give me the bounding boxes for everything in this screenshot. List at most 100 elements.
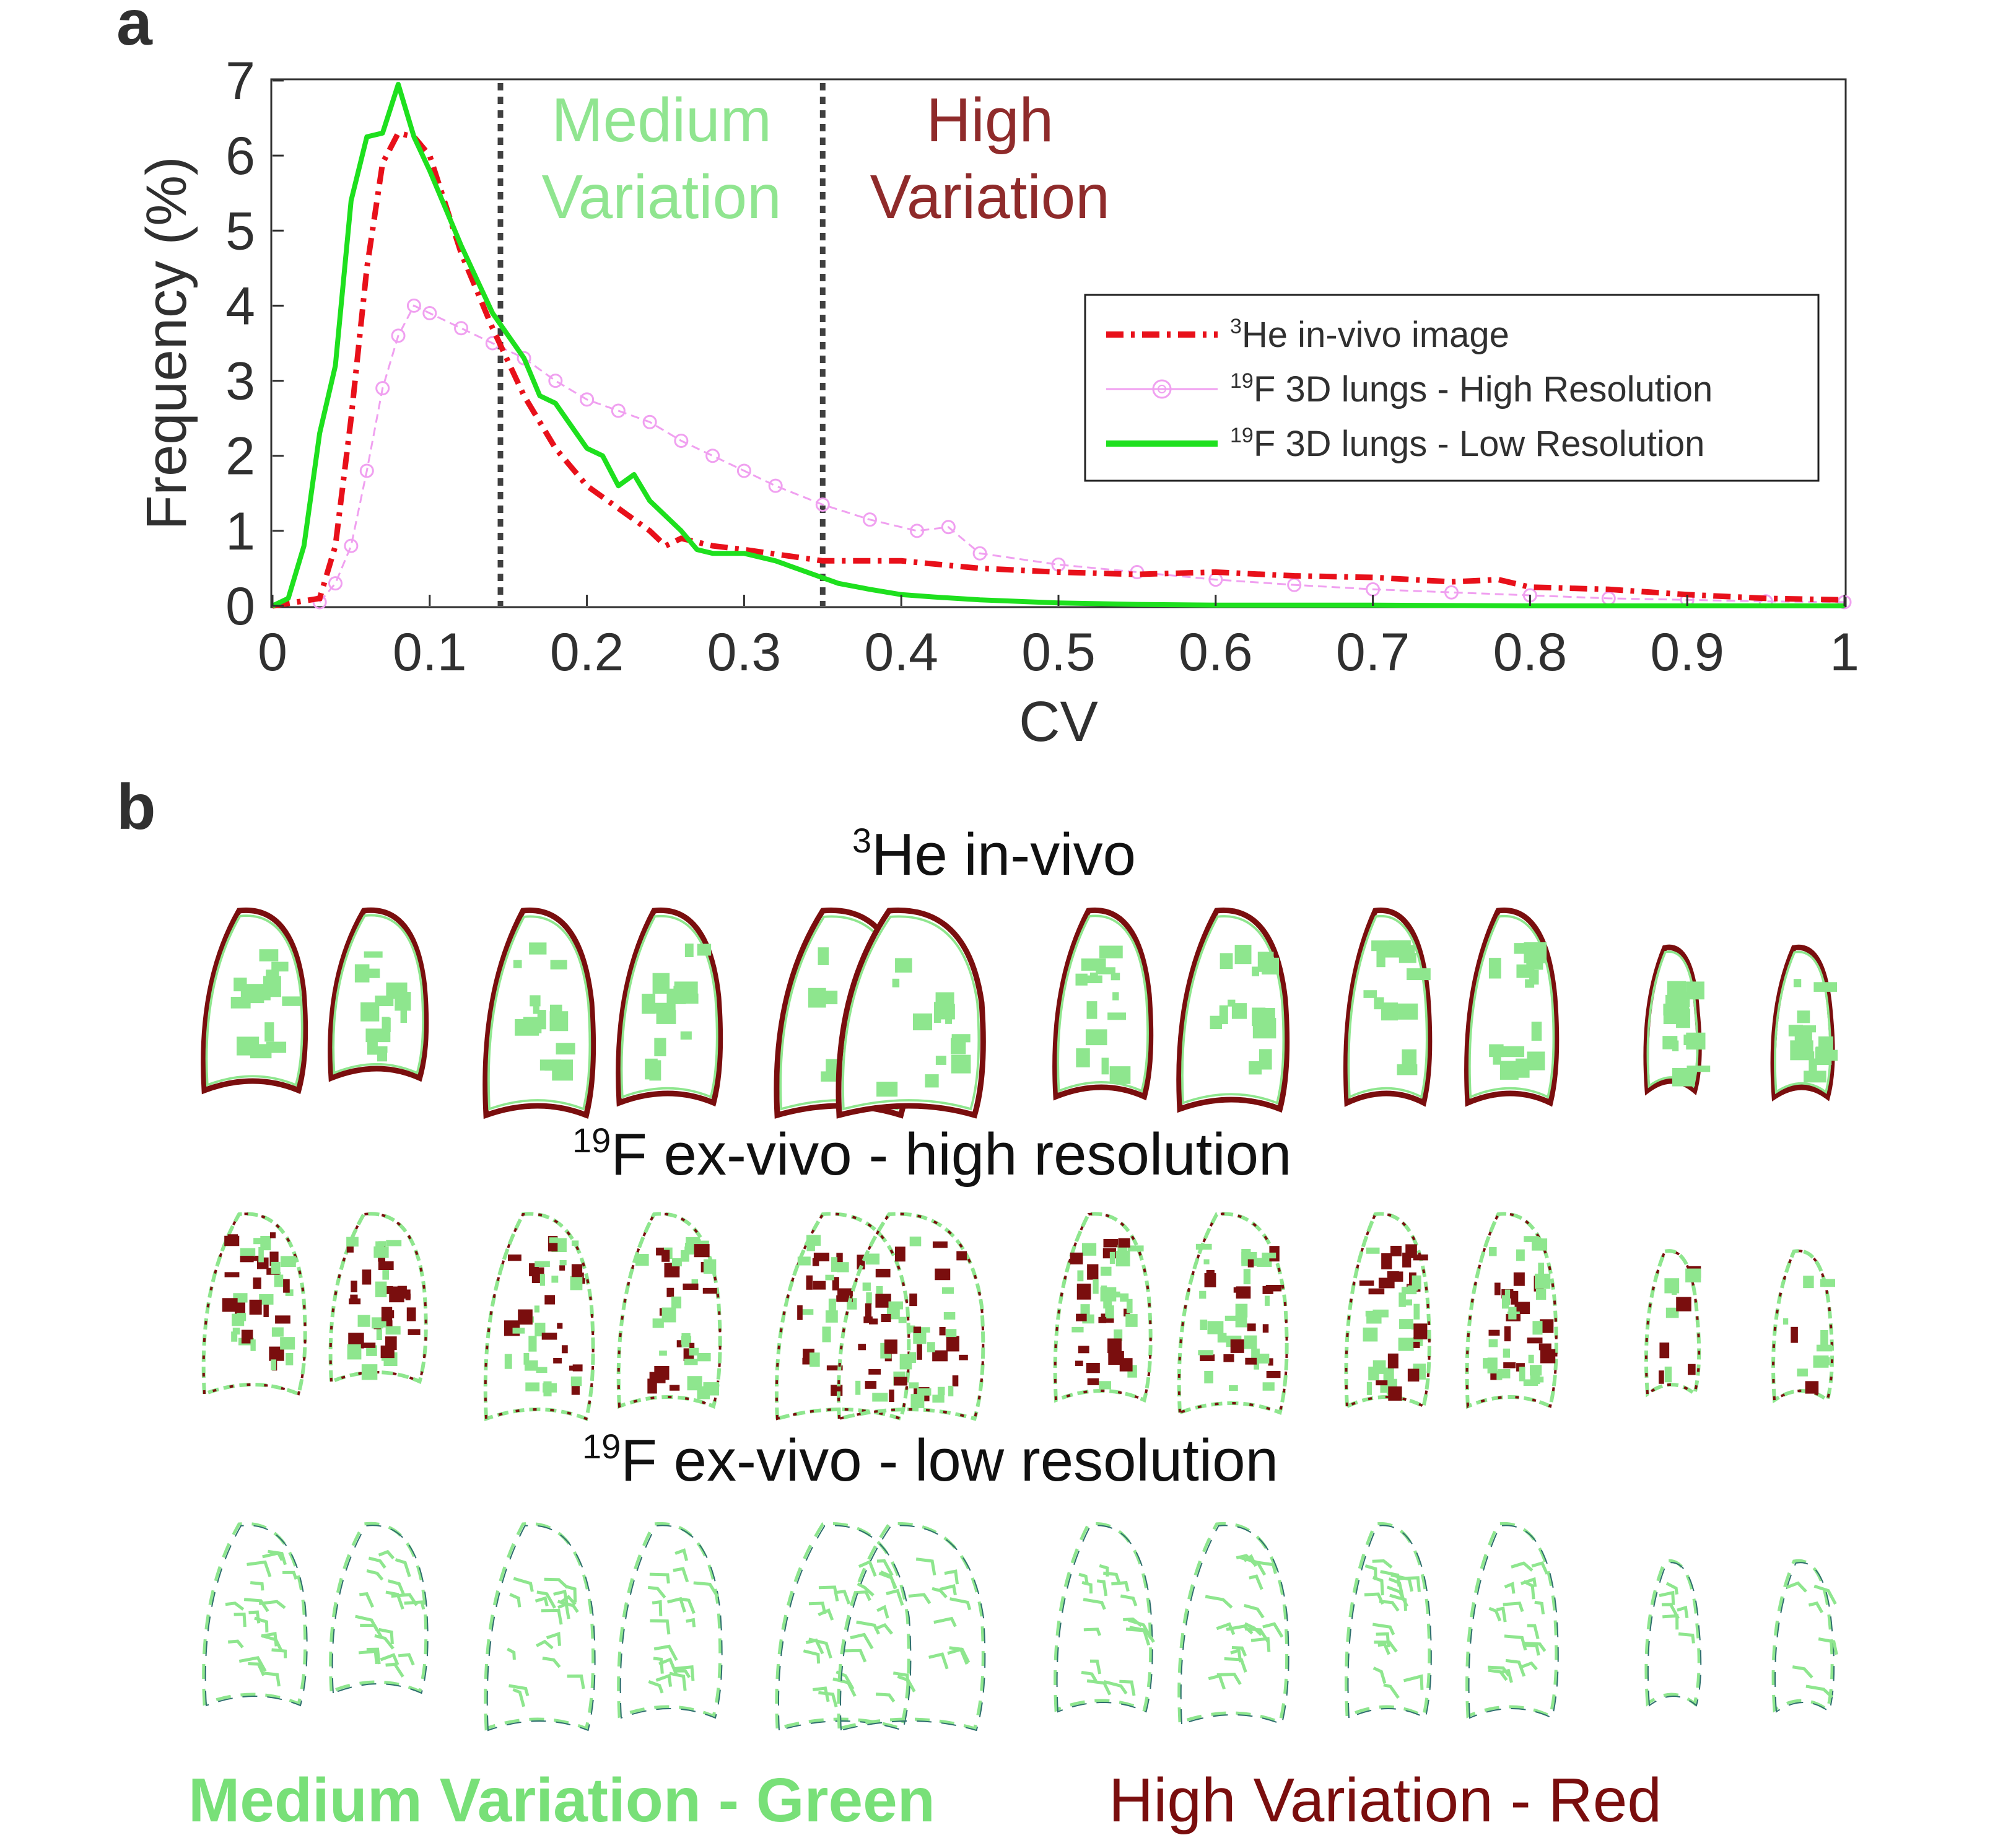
- speckle-patch: [671, 1258, 682, 1267]
- green-patch: [1099, 945, 1123, 959]
- speckle-patch: [224, 1272, 240, 1277]
- speckle-patch: [863, 1316, 873, 1323]
- speckle-patch: [240, 1256, 254, 1263]
- speckle-patch: [862, 1282, 871, 1291]
- speckle-patch: [371, 1317, 383, 1329]
- lung-slice: [1771, 1249, 1836, 1404]
- sparse-mark: [647, 1585, 666, 1599]
- sparse-mark: [509, 1593, 521, 1608]
- speckle-patch: [1198, 1350, 1214, 1355]
- row-title-1-sup: 3: [852, 821, 871, 860]
- speckle-patch: [858, 1344, 866, 1351]
- speckle-patch: [952, 1375, 959, 1386]
- speckle-patch: [656, 1247, 664, 1256]
- green-patch: [1392, 943, 1405, 955]
- lung-outline-green: [1644, 1559, 1701, 1707]
- green-patch: [1402, 1049, 1417, 1067]
- speckle-patch: [822, 1326, 831, 1342]
- speckle-patch: [1404, 1299, 1412, 1306]
- lung-outline-green: [1177, 1522, 1289, 1725]
- series-point-high-resolution: [548, 374, 563, 388]
- green-patch: [266, 970, 279, 982]
- speckle-patch: [661, 1307, 676, 1323]
- speckle-patch: [837, 1262, 849, 1272]
- lung-outline-green: [484, 1522, 595, 1731]
- speckle-patch: [1399, 1292, 1406, 1307]
- green-patch: [676, 993, 699, 1004]
- sparse-mark: [378, 1549, 395, 1560]
- row-title-2: 19F ex-vivo - high resolution: [572, 1121, 1291, 1188]
- speckle-patch: [250, 1339, 256, 1351]
- speckle-patch: [1204, 1371, 1213, 1384]
- speckle-patch: [1797, 1369, 1808, 1377]
- speckle-patch: [534, 1305, 540, 1313]
- lung-outline-edge: [204, 1525, 308, 1707]
- speckle-patch: [893, 1377, 907, 1386]
- green-patch: [649, 1060, 661, 1081]
- green-patch: [530, 995, 541, 1007]
- speckle-patch: [1125, 1314, 1138, 1327]
- series-line-high-resolution: [318, 304, 1845, 603]
- sparse-mark: [876, 1605, 889, 1619]
- lung-slice: [328, 907, 429, 1082]
- green-patch: [1686, 981, 1704, 1000]
- green-patch: [367, 1036, 378, 1055]
- region-label-2-line1: High: [926, 85, 1054, 155]
- speckle-patch: [1376, 1380, 1388, 1386]
- row-title-3-sup: 19: [582, 1427, 621, 1466]
- green-patch: [1687, 1066, 1711, 1072]
- sparse-mark: [368, 1556, 386, 1569]
- speckle-patch: [1528, 1354, 1534, 1364]
- lung-slice: [1643, 944, 1711, 1096]
- legend-entry-sup: 3: [1230, 315, 1242, 338]
- speckle-patch: [889, 1389, 894, 1403]
- speckle-patch: [1538, 1263, 1545, 1276]
- series-point-high-resolution: [1287, 577, 1302, 592]
- speckle-patch: [351, 1281, 357, 1292]
- legend-box: [1084, 294, 1820, 482]
- green-patch: [684, 944, 694, 957]
- sparse-mark: [878, 1571, 897, 1590]
- speckle-patch: [1262, 1285, 1273, 1294]
- sparse-mark: [225, 1601, 245, 1611]
- speckle-patch: [1412, 1275, 1421, 1290]
- green-patch: [259, 949, 279, 961]
- speckle-patch: [932, 1241, 948, 1248]
- speckle-patch: [1523, 1379, 1538, 1386]
- green-patch: [1262, 957, 1280, 974]
- sparse-mark: [650, 1619, 671, 1635]
- speckle-patch: [1372, 1360, 1386, 1374]
- green-patch: [1676, 1008, 1690, 1028]
- speckle-patch: [1820, 1279, 1836, 1287]
- sparse-mark: [874, 1623, 894, 1635]
- speckle-patch: [825, 1310, 838, 1323]
- speckle-patch: [1086, 1362, 1100, 1373]
- chart-legend: 3He in-vivo image 19F 3D lungs - High Res…: [1084, 294, 1820, 482]
- series-point-high-resolution: [705, 449, 720, 463]
- lung-outline-edge: [619, 1525, 723, 1719]
- speckle-patch: [865, 1253, 880, 1265]
- speckle-patch: [274, 1271, 281, 1283]
- speckle-patch: [408, 1329, 421, 1335]
- sparse-mark: [1372, 1623, 1395, 1636]
- lung-outline-edge: [1056, 1525, 1153, 1713]
- speckle-patch: [1498, 1369, 1511, 1379]
- sparse-mark: [1534, 1600, 1545, 1614]
- sparse-mark: [247, 1560, 272, 1577]
- lung-slice: [483, 1212, 595, 1422]
- lung-row-2: [201, 1212, 1836, 1422]
- sparse-mark: [358, 1649, 378, 1665]
- green-patch: [1096, 967, 1115, 974]
- sparse-mark: [949, 1597, 972, 1611]
- speckle-patch: [1203, 1259, 1210, 1264]
- speckle-patch: [1217, 1333, 1227, 1343]
- green-patch: [1488, 958, 1501, 979]
- sparse-mark: [812, 1686, 830, 1702]
- sparse-mark: [1488, 1668, 1508, 1681]
- lung-outline-green: [620, 914, 718, 1099]
- speckle-patch: [1514, 1302, 1530, 1314]
- speckle-patch: [1524, 1236, 1539, 1242]
- green-patch: [1086, 1001, 1097, 1019]
- sparse-mark: [947, 1647, 969, 1665]
- lung-slice: [482, 907, 596, 1119]
